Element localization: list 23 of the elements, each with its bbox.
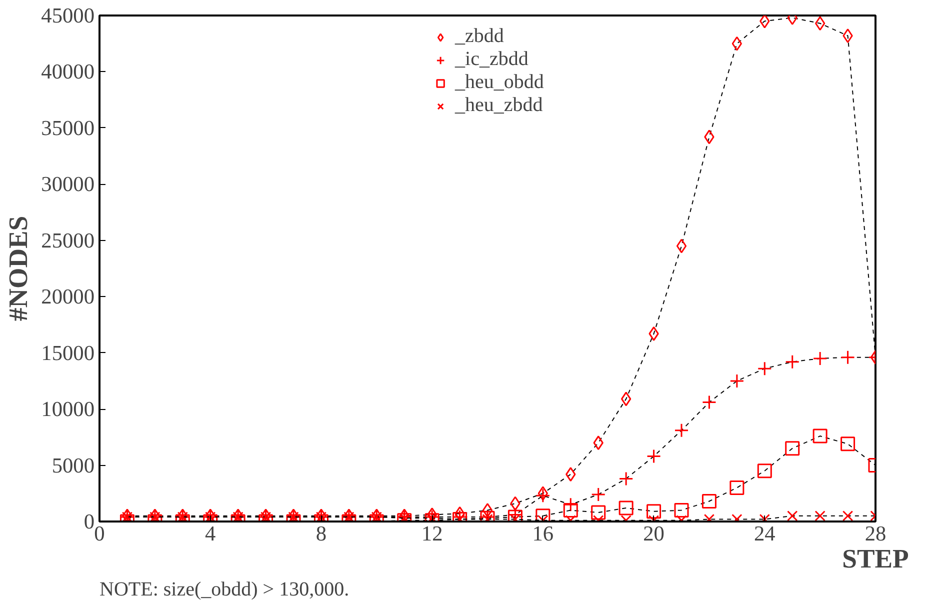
legend-label: _heu_obdd bbox=[455, 71, 544, 94]
text: NOTE: size(_obdd) > 130,000. bbox=[100, 578, 350, 600]
y-tick-label: 25000 bbox=[41, 228, 95, 252]
x-tick-label: 4 bbox=[205, 522, 216, 546]
x-tick-label: 12 bbox=[421, 522, 443, 546]
y-axis-title: #NODES bbox=[3, 216, 34, 322]
legend-label: _heu_zbdd bbox=[455, 94, 543, 117]
legend-label: _zbdd bbox=[455, 25, 504, 48]
y-tick-label: 45000 bbox=[41, 4, 95, 28]
x-tick-label: 24 bbox=[754, 522, 776, 546]
y-tick-label: 10000 bbox=[41, 397, 95, 422]
y-tick-label: 15000 bbox=[41, 340, 95, 365]
y-tick-label: 35000 bbox=[41, 116, 95, 140]
x-axis-title: STEP bbox=[842, 544, 909, 574]
x-tick-label: 8 bbox=[316, 522, 327, 546]
y-tick-label: 5000 bbox=[52, 453, 94, 478]
y-tick-label: 30000 bbox=[41, 172, 95, 196]
x-tick-label: 20 bbox=[643, 522, 664, 546]
x-tick-label: 16 bbox=[532, 522, 554, 546]
legend-label: _ic_zbdd bbox=[455, 48, 528, 71]
x-tick-label: 28 bbox=[864, 522, 886, 546]
y-tick-label: 20000 bbox=[41, 284, 95, 309]
y-tick-label: 40000 bbox=[41, 60, 95, 84]
